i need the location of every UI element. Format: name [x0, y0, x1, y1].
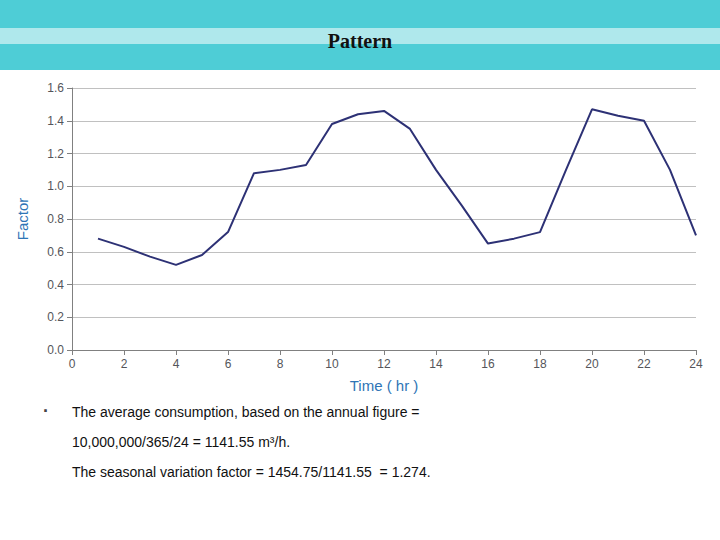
svg-text:12: 12: [377, 357, 391, 371]
svg-text:10,000,000/365/24 = 1141.55 m³: 10,000,000/365/24 = 1141.55 m³/h.: [72, 434, 290, 450]
svg-text:0.2: 0.2: [47, 310, 64, 324]
svg-text:18: 18: [533, 357, 547, 371]
svg-text:Time ( hr ): Time ( hr ): [350, 377, 419, 394]
svg-text:10: 10: [325, 357, 339, 371]
svg-text:4: 4: [173, 357, 180, 371]
svg-text:8: 8: [277, 357, 284, 371]
svg-text:Factor: Factor: [14, 198, 31, 241]
svg-text:16: 16: [481, 357, 495, 371]
svg-text:22: 22: [637, 357, 651, 371]
svg-text:0.0: 0.0: [47, 343, 64, 357]
svg-text:6: 6: [225, 357, 232, 371]
svg-text:0.6: 0.6: [47, 245, 64, 259]
svg-text:Pattern: Pattern: [328, 30, 392, 52]
svg-text:1.6: 1.6: [47, 81, 64, 95]
svg-text:24: 24: [689, 357, 703, 371]
svg-text:0.4: 0.4: [47, 278, 64, 292]
svg-text:0.8: 0.8: [47, 212, 64, 226]
svg-text:2: 2: [121, 357, 128, 371]
svg-text:The average consumption, based: The average consumption, based on the an…: [72, 404, 420, 420]
svg-text:20: 20: [585, 357, 599, 371]
svg-text:14: 14: [429, 357, 443, 371]
svg-text:·: ·: [43, 401, 49, 421]
svg-text:0: 0: [69, 357, 76, 371]
svg-text:1.4: 1.4: [47, 114, 64, 128]
svg-text:The seasonal variation factor: The seasonal variation factor = 1454.75/…: [72, 464, 431, 480]
svg-text:1.2: 1.2: [47, 147, 64, 161]
svg-text:1.0: 1.0: [47, 179, 64, 193]
